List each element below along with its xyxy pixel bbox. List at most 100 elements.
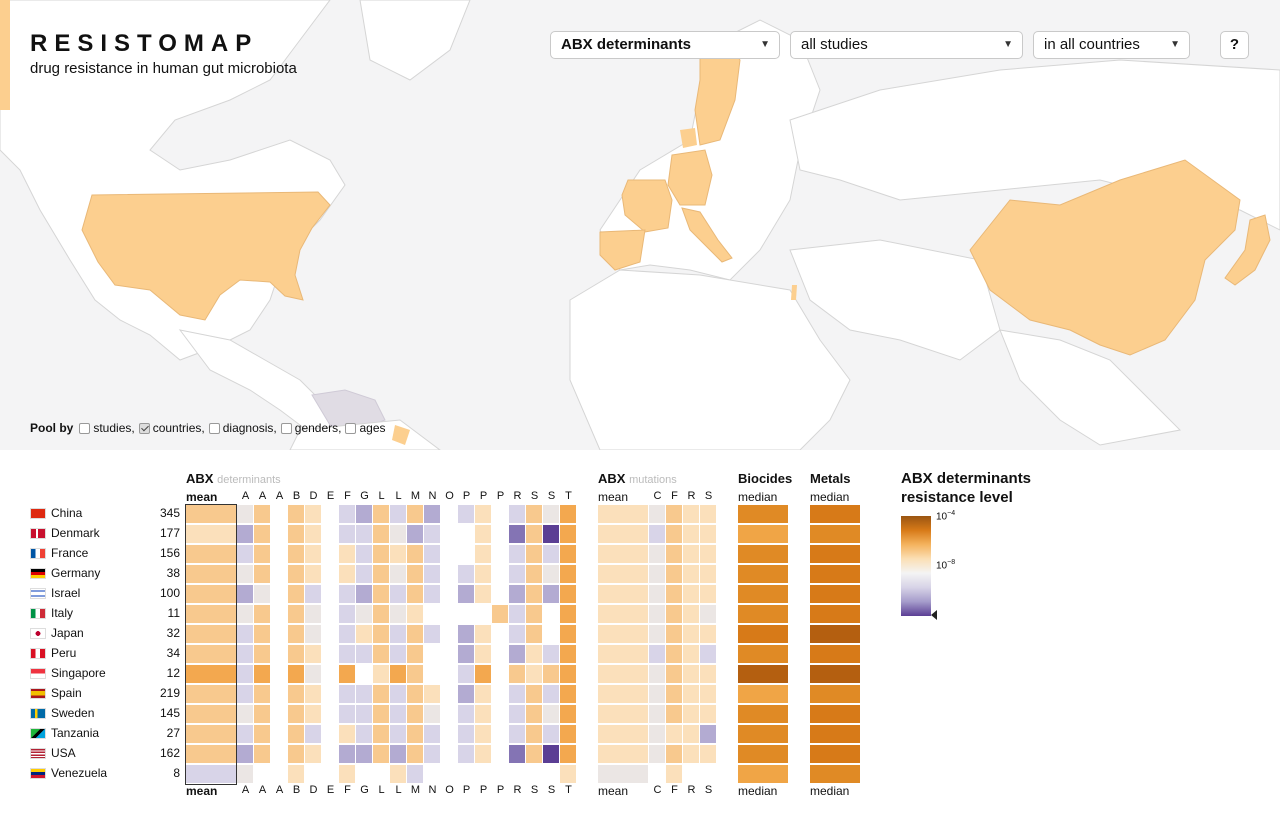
- abx-cell[interactable]: [288, 725, 304, 743]
- abx-cell[interactable]: [424, 745, 440, 763]
- abx-cell[interactable]: [254, 525, 270, 543]
- abx-cell[interactable]: [305, 625, 321, 643]
- abx-cell[interactable]: [475, 645, 491, 663]
- abx-cell[interactable]: [390, 705, 406, 723]
- abx-cell[interactable]: [543, 545, 559, 563]
- abx-mean-cell[interactable]: [186, 665, 236, 683]
- map-venezuela[interactable]: [311, 389, 386, 431]
- abx-cell[interactable]: [305, 605, 321, 623]
- metal-cell[interactable]: [810, 765, 860, 783]
- mut-cell[interactable]: [649, 545, 665, 563]
- mut-cell[interactable]: [666, 625, 682, 643]
- mut-cell[interactable]: [683, 685, 699, 703]
- abx-mean-cell[interactable]: [186, 685, 236, 703]
- abx-cell[interactable]: [373, 645, 389, 663]
- abx-cell[interactable]: [509, 745, 525, 763]
- abx-cell[interactable]: [339, 665, 355, 683]
- abx-mean-cell[interactable]: [186, 605, 236, 623]
- mut-mean-cell[interactable]: [598, 685, 648, 703]
- abx-cell[interactable]: [288, 565, 304, 583]
- country-row[interactable]: China 345: [30, 503, 180, 523]
- abx-mean-cell[interactable]: [186, 565, 236, 583]
- mut-mean-cell[interactable]: [598, 705, 648, 723]
- biocide-cell[interactable]: [738, 745, 788, 763]
- country-row[interactable]: Singapore 12: [30, 663, 180, 683]
- abx-cell[interactable]: [339, 765, 355, 783]
- mut-cell[interactable]: [649, 705, 665, 723]
- mut-mean-cell[interactable]: [598, 645, 648, 663]
- abx-cell[interactable]: [237, 505, 253, 523]
- mut-cell[interactable]: [700, 685, 716, 703]
- mut-cell[interactable]: [649, 505, 665, 523]
- map-china[interactable]: [969, 159, 1241, 356]
- mut-cell[interactable]: [700, 545, 716, 563]
- abx-cell[interactable]: [288, 745, 304, 763]
- abx-cell[interactable]: [407, 565, 423, 583]
- abx-cell[interactable]: [475, 525, 491, 543]
- mut-cell[interactable]: [666, 565, 682, 583]
- abx-cell[interactable]: [543, 725, 559, 743]
- abx-cell[interactable]: [560, 565, 576, 583]
- mut-cell[interactable]: [649, 585, 665, 603]
- abx-cell[interactable]: [509, 645, 525, 663]
- abx-cell[interactable]: [475, 725, 491, 743]
- metal-cell[interactable]: [810, 625, 860, 643]
- abx-cell[interactable]: [509, 605, 525, 623]
- abx-cell[interactable]: [424, 685, 440, 703]
- country-row[interactable]: Spain 219: [30, 683, 180, 703]
- biocide-cell[interactable]: [738, 505, 788, 523]
- abx-mean-cell[interactable]: [186, 725, 236, 743]
- abx-cell[interactable]: [407, 625, 423, 643]
- mut-mean-cell[interactable]: [598, 585, 648, 603]
- abx-cell[interactable]: [560, 645, 576, 663]
- dataset-select[interactable]: ABX determinants ▼: [550, 31, 780, 59]
- mut-cell[interactable]: [666, 645, 682, 663]
- abx-cell[interactable]: [356, 725, 372, 743]
- abx-cell[interactable]: [339, 565, 355, 583]
- abx-cell[interactable]: [237, 705, 253, 723]
- mut-cell[interactable]: [700, 505, 716, 523]
- country-row[interactable]: Denmark 177: [30, 523, 180, 543]
- biocide-cell[interactable]: [738, 525, 788, 543]
- mut-cell[interactable]: [683, 725, 699, 743]
- abx-cell[interactable]: [560, 745, 576, 763]
- mut-mean-cell[interactable]: [598, 545, 648, 563]
- abx-cell[interactable]: [339, 745, 355, 763]
- mut-cell[interactable]: [683, 625, 699, 643]
- abx-cell[interactable]: [543, 645, 559, 663]
- abx-cell[interactable]: [526, 625, 542, 643]
- mut-cell[interactable]: [700, 645, 716, 663]
- mut-cell[interactable]: [649, 565, 665, 583]
- abx-cell[interactable]: [356, 645, 372, 663]
- abx-cell[interactable]: [305, 685, 321, 703]
- abx-cell[interactable]: [237, 745, 253, 763]
- abx-cell[interactable]: [407, 725, 423, 743]
- abx-cell[interactable]: [339, 625, 355, 643]
- mut-cell[interactable]: [700, 665, 716, 683]
- abx-cell[interactable]: [305, 745, 321, 763]
- mut-cell[interactable]: [666, 525, 682, 543]
- abx-cell[interactable]: [475, 625, 491, 643]
- abx-cell[interactable]: [509, 505, 525, 523]
- abx-cell[interactable]: [509, 705, 525, 723]
- abx-cell[interactable]: [356, 545, 372, 563]
- abx-cell[interactable]: [458, 665, 474, 683]
- abx-cell[interactable]: [373, 665, 389, 683]
- abx-cell[interactable]: [390, 645, 406, 663]
- abx-cell[interactable]: [254, 605, 270, 623]
- mut-cell[interactable]: [649, 745, 665, 763]
- abx-cell[interactable]: [356, 625, 372, 643]
- mut-cell[interactable]: [700, 705, 716, 723]
- abx-cell[interactable]: [237, 585, 253, 603]
- abx-cell[interactable]: [373, 585, 389, 603]
- abx-mean-cell[interactable]: [186, 505, 236, 523]
- country-row[interactable]: Sweden 145: [30, 703, 180, 723]
- mut-cell[interactable]: [649, 625, 665, 643]
- abx-cell[interactable]: [356, 705, 372, 723]
- map-france[interactable]: [621, 179, 673, 233]
- abx-cell[interactable]: [560, 505, 576, 523]
- abx-cell[interactable]: [560, 725, 576, 743]
- abx-cell[interactable]: [407, 685, 423, 703]
- checkbox-studies[interactable]: [79, 422, 91, 434]
- country-row[interactable]: Venezuela 8: [30, 763, 180, 783]
